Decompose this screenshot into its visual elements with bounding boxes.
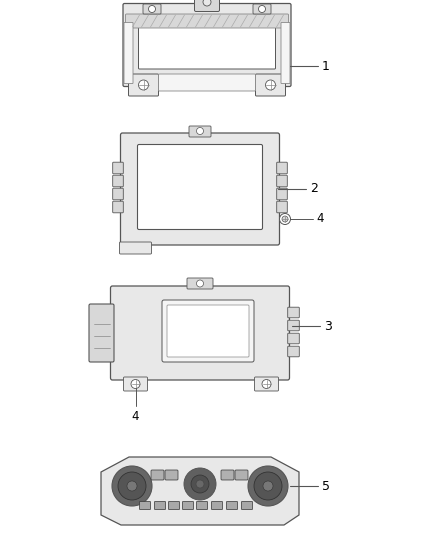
FancyBboxPatch shape xyxy=(139,502,151,510)
FancyBboxPatch shape xyxy=(254,377,279,391)
Circle shape xyxy=(196,480,204,488)
Circle shape xyxy=(254,472,282,500)
FancyBboxPatch shape xyxy=(235,470,248,480)
Polygon shape xyxy=(101,457,299,525)
FancyBboxPatch shape xyxy=(159,74,255,91)
FancyBboxPatch shape xyxy=(89,304,114,362)
FancyBboxPatch shape xyxy=(277,175,287,187)
FancyBboxPatch shape xyxy=(124,22,133,84)
FancyBboxPatch shape xyxy=(138,15,276,69)
FancyBboxPatch shape xyxy=(255,74,286,96)
FancyBboxPatch shape xyxy=(212,502,223,510)
FancyBboxPatch shape xyxy=(277,188,287,200)
Circle shape xyxy=(279,214,290,224)
FancyBboxPatch shape xyxy=(126,14,289,28)
FancyBboxPatch shape xyxy=(226,502,237,510)
FancyBboxPatch shape xyxy=(253,4,271,14)
FancyBboxPatch shape xyxy=(277,201,287,213)
FancyBboxPatch shape xyxy=(167,305,249,357)
FancyBboxPatch shape xyxy=(162,300,254,362)
FancyBboxPatch shape xyxy=(221,470,234,480)
Text: 1: 1 xyxy=(322,60,330,72)
FancyBboxPatch shape xyxy=(277,162,287,174)
FancyBboxPatch shape xyxy=(165,470,178,480)
FancyBboxPatch shape xyxy=(138,144,262,230)
Circle shape xyxy=(197,127,204,134)
Text: 3: 3 xyxy=(324,319,332,333)
FancyBboxPatch shape xyxy=(187,278,213,289)
Circle shape xyxy=(138,80,148,90)
FancyBboxPatch shape xyxy=(113,162,124,174)
FancyBboxPatch shape xyxy=(189,126,211,137)
FancyBboxPatch shape xyxy=(151,470,164,480)
Text: 4: 4 xyxy=(316,213,324,225)
Text: 4: 4 xyxy=(132,410,139,423)
Circle shape xyxy=(263,481,273,491)
Circle shape xyxy=(203,0,211,6)
Circle shape xyxy=(258,5,265,12)
FancyBboxPatch shape xyxy=(169,502,180,510)
Circle shape xyxy=(131,379,140,389)
FancyBboxPatch shape xyxy=(128,74,159,96)
Circle shape xyxy=(112,466,152,506)
FancyBboxPatch shape xyxy=(288,307,299,318)
FancyBboxPatch shape xyxy=(123,4,291,86)
FancyBboxPatch shape xyxy=(183,502,194,510)
Text: 5: 5 xyxy=(322,480,330,492)
FancyBboxPatch shape xyxy=(194,0,219,12)
Text: 2: 2 xyxy=(310,182,318,196)
Circle shape xyxy=(118,472,146,500)
FancyBboxPatch shape xyxy=(110,286,290,380)
FancyBboxPatch shape xyxy=(120,133,279,245)
Circle shape xyxy=(148,5,155,12)
FancyBboxPatch shape xyxy=(288,333,299,344)
FancyBboxPatch shape xyxy=(288,320,299,331)
FancyBboxPatch shape xyxy=(197,502,208,510)
FancyBboxPatch shape xyxy=(281,22,290,84)
Circle shape xyxy=(262,379,271,389)
Circle shape xyxy=(197,280,204,287)
FancyBboxPatch shape xyxy=(155,502,166,510)
FancyBboxPatch shape xyxy=(120,242,152,254)
FancyBboxPatch shape xyxy=(288,346,299,357)
Circle shape xyxy=(248,466,288,506)
FancyBboxPatch shape xyxy=(113,188,124,200)
Circle shape xyxy=(191,475,209,493)
Circle shape xyxy=(127,481,137,491)
FancyBboxPatch shape xyxy=(113,175,124,187)
Circle shape xyxy=(184,468,216,500)
Circle shape xyxy=(265,80,276,90)
FancyBboxPatch shape xyxy=(241,502,252,510)
Circle shape xyxy=(282,216,288,222)
FancyBboxPatch shape xyxy=(124,377,148,391)
FancyBboxPatch shape xyxy=(143,4,161,14)
FancyBboxPatch shape xyxy=(113,201,124,213)
